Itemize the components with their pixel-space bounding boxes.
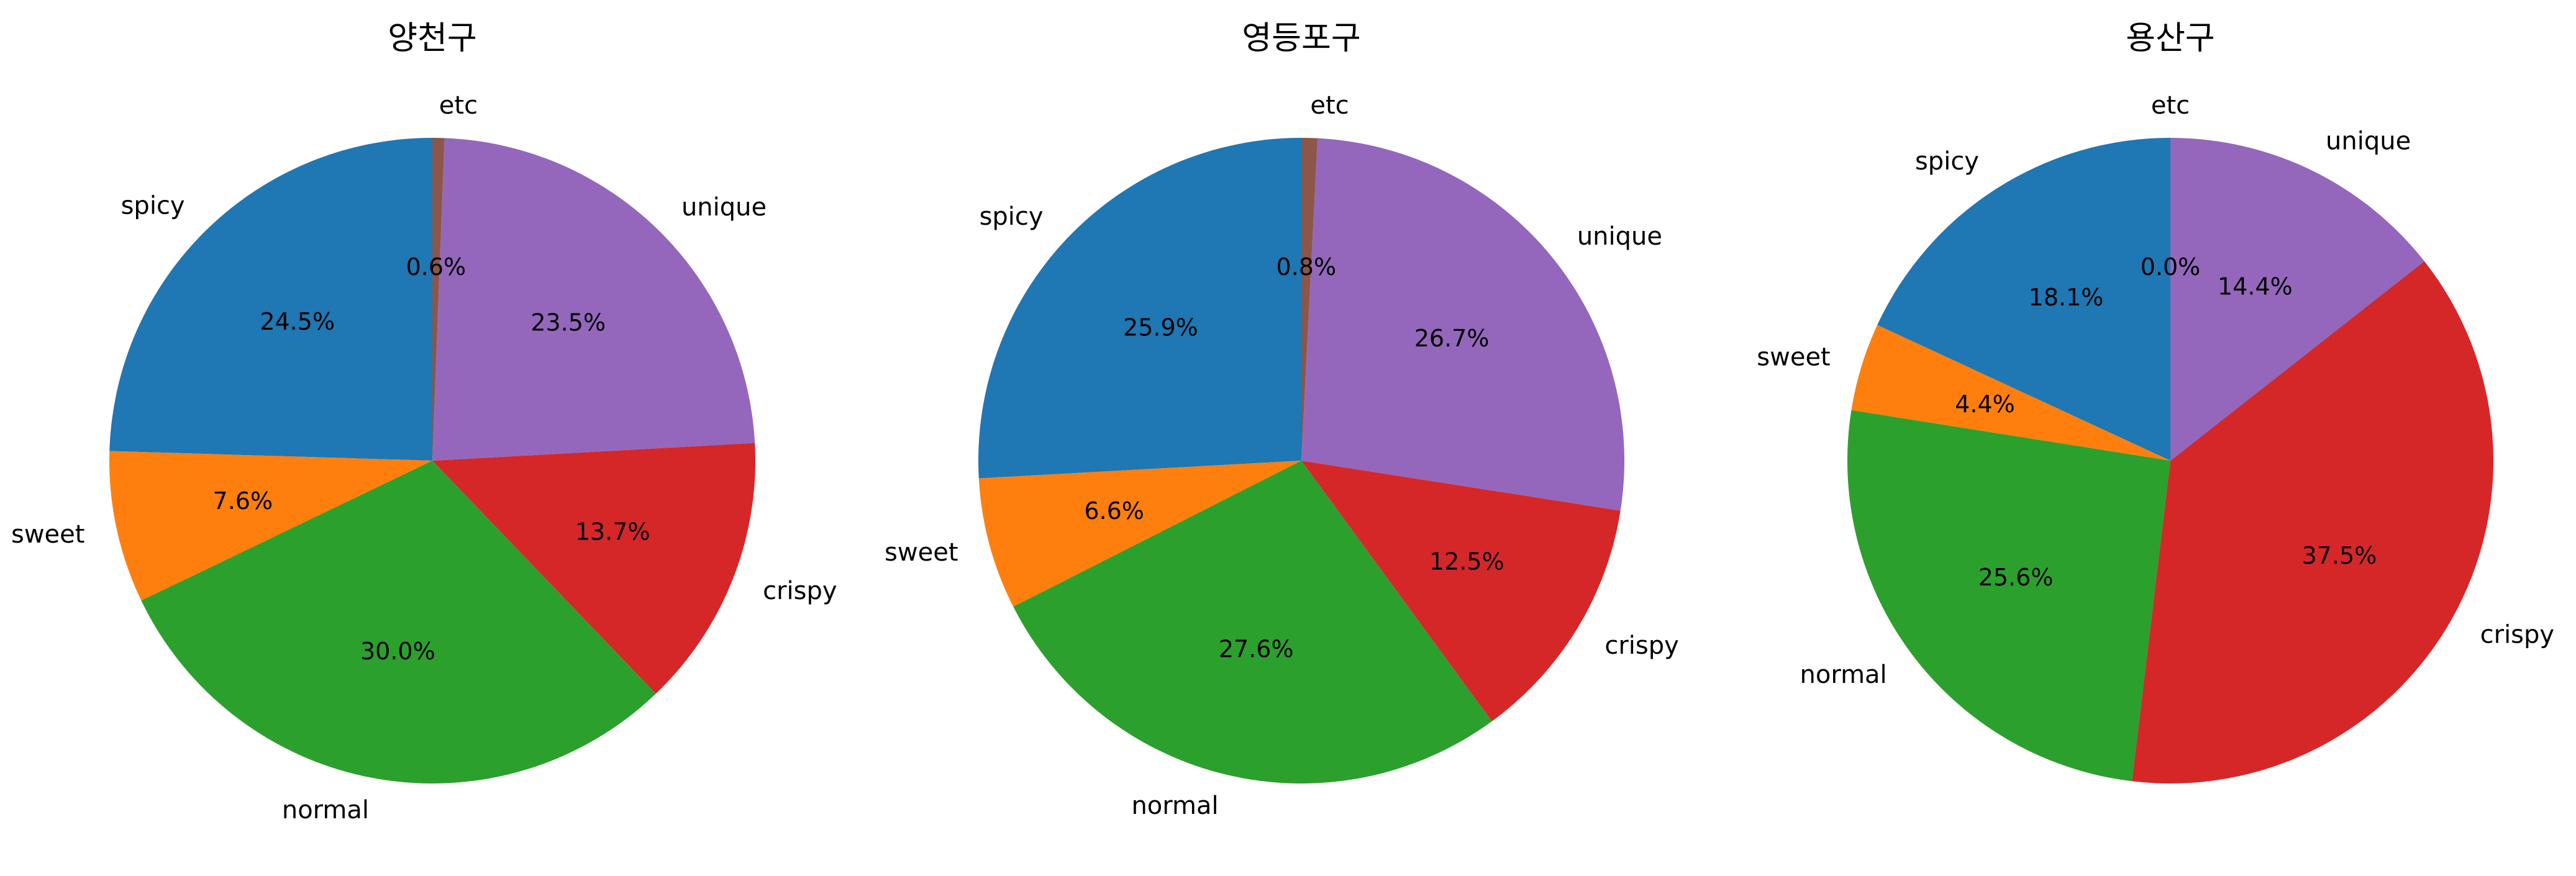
slice-label-normal: normal [282,796,369,824]
slice-label-unique: unique [2326,127,2411,156]
slice-percent-unique: 26.7% [1414,325,1490,352]
slice-label-spicy: spicy [980,202,1044,231]
slice-percent-normal: 30.0% [360,638,435,665]
chart-title: 영등포구 [1242,20,1360,57]
pie-slice-normal [1847,410,2170,782]
pie-slice-etc [432,138,445,461]
slice-label-etc: etc [2151,91,2190,120]
slice-label-sweet: sweet [1757,343,1830,372]
pie-slice-crispy [2132,261,2494,784]
slice-label-crispy: crispy [763,577,837,605]
pie-slice-crispy [1301,461,1621,721]
slice-label-normal: normal [1131,792,1218,820]
slice-percent-spicy: 18.1% [2029,284,2104,311]
pie-slice-etc [1301,138,1318,461]
slice-label-normal: normal [1800,661,1887,689]
pie-chart-1: 양천구 spicy 24.5% sweet 7.6% normal 30.0% crispy 1… [11,20,837,824]
pie-slice-crispy [432,443,755,694]
slice-percent-sweet: 4.4% [1955,391,2015,418]
slice-label-crispy: crispy [1604,631,1678,660]
slice-percent-normal: 27.6% [1219,635,1294,662]
pie-slice-spicy [1877,138,2170,461]
slice-percent-crispy: 37.5% [2302,542,2377,569]
pie-slice-sweet [1851,325,2170,461]
slice-percent-unique: 23.5% [530,309,606,336]
slice-percent-sweet: 7.6% [213,487,273,515]
slice-label-spicy: spicy [1915,147,1979,176]
slice-label-unique: unique [1577,222,1662,251]
slice-percent-sweet: 6.6% [1084,497,1144,525]
slice-percent-etc: 0.0% [2141,253,2201,281]
pie-chart-2: 영등포구 spicy 25.9% sweet 6.6% normal 27.6% crispy… [885,20,1679,820]
slice-percent-normal: 25.6% [1978,564,2054,591]
slice-label-sweet: sweet [885,538,958,567]
slice-label-etc: etc [1310,91,1349,120]
pie-slice-unique [1301,138,1625,511]
slice-percent-etc: 0.8% [1277,253,1337,281]
pie-slice-spicy [109,138,433,461]
slice-label-spicy: spicy [121,192,185,220]
slice-label-crispy: crispy [2480,620,2554,649]
pie-chart-3: 용산구 spicy 18.1% sweet 4.4% normal 25.6% crispy 3… [1757,20,2554,784]
slice-percent-spicy: 24.5% [260,308,335,335]
pie-slice-spicy [978,138,1301,479]
pie-slice-normal [1013,461,1492,783]
pie-slice-sweet [109,451,432,601]
pie-slice-sweet [978,461,1301,607]
pie-slice-normal [141,461,656,784]
slice-percent-etc: 0.6% [406,253,467,281]
slice-label-etc: etc [439,91,478,120]
pie-slice-unique [2170,138,2424,461]
slice-percent-crispy: 12.5% [1429,548,1504,575]
slice-percent-unique: 14.4% [2218,273,2293,300]
slice-label-unique: unique [681,193,767,222]
slice-label-sweet: sweet [11,520,84,549]
slice-percent-crispy: 13.7% [575,518,650,546]
slice-percent-spicy: 25.9% [1123,314,1198,341]
pie-slice-unique [432,138,755,461]
chart-title: 양천구 [388,20,477,57]
chart-title: 용산구 [2126,20,2215,57]
